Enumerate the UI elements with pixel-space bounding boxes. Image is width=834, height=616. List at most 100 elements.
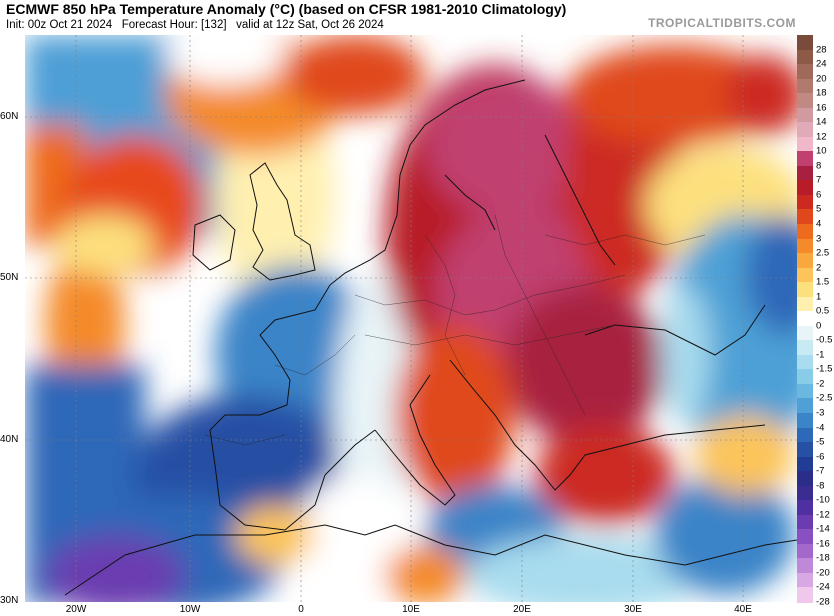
- colorbar-swatch: [797, 471, 813, 487]
- lat-label-40n: 40N: [0, 434, 19, 445]
- colorbar-label: -2: [816, 378, 825, 390]
- colorbar-label: -8: [816, 480, 825, 492]
- colorbar-label: -1.5: [816, 363, 833, 375]
- lat-label-30n: 30N: [0, 595, 19, 606]
- lat-label-50n: 50N: [0, 272, 19, 283]
- colorbar-label: 5: [816, 203, 822, 215]
- colorbar-swatch: [797, 427, 813, 443]
- colorbar-swatch: [797, 587, 813, 603]
- colorbar-swatch: [797, 442, 813, 458]
- colorbar-swatch: [797, 383, 813, 400]
- colorbar-label: 8: [816, 160, 822, 172]
- colorbar-swatch: [797, 224, 813, 240]
- colorbar: [797, 35, 813, 603]
- colorbar-label: 0: [816, 320, 822, 332]
- colorbar-swatch: [797, 500, 813, 516]
- colorbar-swatch: [797, 514, 813, 530]
- colorbar-swatch: [797, 572, 813, 589]
- colorbar-label: -5: [816, 436, 825, 448]
- colorbar-swatch: [797, 296, 813, 312]
- colorbar-swatch: [797, 151, 813, 167]
- colorbar-label: 7: [816, 174, 822, 186]
- colorbar-label: 14: [816, 116, 827, 128]
- lon-label-40e: 40E: [734, 604, 752, 615]
- anomaly-map: [25, 35, 797, 602]
- colorbar-label: 2.5: [816, 247, 830, 259]
- lon-label-20w: 20W: [65, 604, 87, 615]
- colorbar-label: -1: [816, 349, 825, 361]
- colorbar-swatch: [797, 194, 813, 211]
- colorbar-label: -14: [816, 523, 830, 535]
- colorbar-swatch: [797, 64, 813, 80]
- graticule: [25, 35, 797, 602]
- colorbar-label: 10: [816, 145, 827, 157]
- colorbar-label: 12: [816, 131, 827, 143]
- colorbar-swatch: [797, 413, 813, 429]
- anomaly-field: [25, 35, 797, 602]
- colorbar-label: -20: [816, 567, 830, 579]
- init-time: Init: 00z Oct 21 2024: [6, 19, 113, 31]
- colorbar-swatch: [797, 558, 813, 574]
- colorbar-label: -12: [816, 509, 830, 521]
- colorbar-label: 1.5: [816, 276, 830, 288]
- lon-label-30e: 30E: [624, 604, 642, 615]
- map-subtitle: Init: 00z Oct 21 2024 Forecast Hour: [13…: [6, 19, 384, 31]
- colorbar-label: -4: [816, 422, 825, 434]
- colorbar-swatch: [797, 543, 813, 559]
- colorbar-label: -6: [816, 451, 825, 463]
- colorbar-swatch: [797, 485, 813, 501]
- colorbar-swatch: [797, 238, 813, 254]
- colorbar-swatch: [797, 78, 813, 94]
- colorbar-label: 4: [816, 218, 822, 230]
- colorbar-swatch: [797, 282, 813, 298]
- colorbar-swatch: [797, 35, 813, 51]
- colorbar-swatch: [797, 180, 813, 196]
- colorbar-swatch: [797, 398, 813, 414]
- colorbar-label: 18: [816, 87, 827, 99]
- brand-watermark: TROPICALTIDBITS.COM: [648, 16, 796, 30]
- map-title: ECMWF 850 hPa Temperature Anomaly (°C) (…: [6, 1, 567, 17]
- forecast-hour: Forecast Hour: [132]: [121, 19, 227, 31]
- colorbar-label: -0.5: [816, 334, 833, 346]
- colorbar-label: -24: [816, 581, 830, 593]
- colorbar-label: -7: [816, 465, 825, 477]
- borders: [204, 214, 706, 446]
- colorbar-label: -2.5: [816, 392, 833, 404]
- colorbar-label: 1: [816, 291, 822, 303]
- colorbar-swatch: [797, 354, 813, 370]
- colorbar-swatch: [797, 369, 813, 385]
- colorbar-swatch: [797, 93, 813, 109]
- colorbar-swatch: [797, 122, 813, 138]
- colorbar-label: -18: [816, 552, 830, 564]
- colorbar-label: 6: [816, 189, 822, 201]
- lon-label-20e: 20E: [513, 604, 531, 615]
- colorbar-swatch: [797, 165, 813, 181]
- colorbar-swatch: [797, 529, 813, 545]
- colorbar-swatch: [797, 107, 813, 123]
- colorbar-swatch: [797, 340, 813, 356]
- colorbar-label: 3: [816, 233, 822, 245]
- colorbar-swatch: [797, 136, 813, 152]
- colorbar-label: 0.5: [816, 305, 830, 317]
- lon-label-0: 0: [298, 604, 304, 615]
- valid-time: valid at 12z Sat, Oct 26 2024: [236, 19, 384, 31]
- colorbar-swatch: [797, 253, 813, 269]
- colorbar-swatch: [797, 311, 813, 327]
- colorbar-swatch: [797, 49, 813, 65]
- colorbar-swatch: [797, 209, 813, 225]
- lat-label-60n: 60N: [0, 111, 19, 122]
- colorbar-label: -10: [816, 494, 830, 506]
- lon-label-10w: 10W: [179, 604, 201, 615]
- colorbar-swatch: [797, 267, 813, 283]
- colorbar-label: 24: [816, 58, 827, 70]
- colorbar-label: 2: [816, 262, 822, 274]
- colorbar-label: -3: [816, 407, 825, 419]
- colorbar-label: -16: [816, 538, 830, 550]
- colorbar-swatch: [797, 325, 813, 341]
- colorbar-label: 20: [816, 73, 827, 85]
- colorbar-swatch: [797, 456, 813, 472]
- lon-label-10e: 10E: [402, 604, 420, 615]
- colorbar-label: -28: [816, 596, 830, 608]
- colorbar-label: 16: [816, 102, 827, 114]
- colorbar-label: 28: [816, 44, 827, 56]
